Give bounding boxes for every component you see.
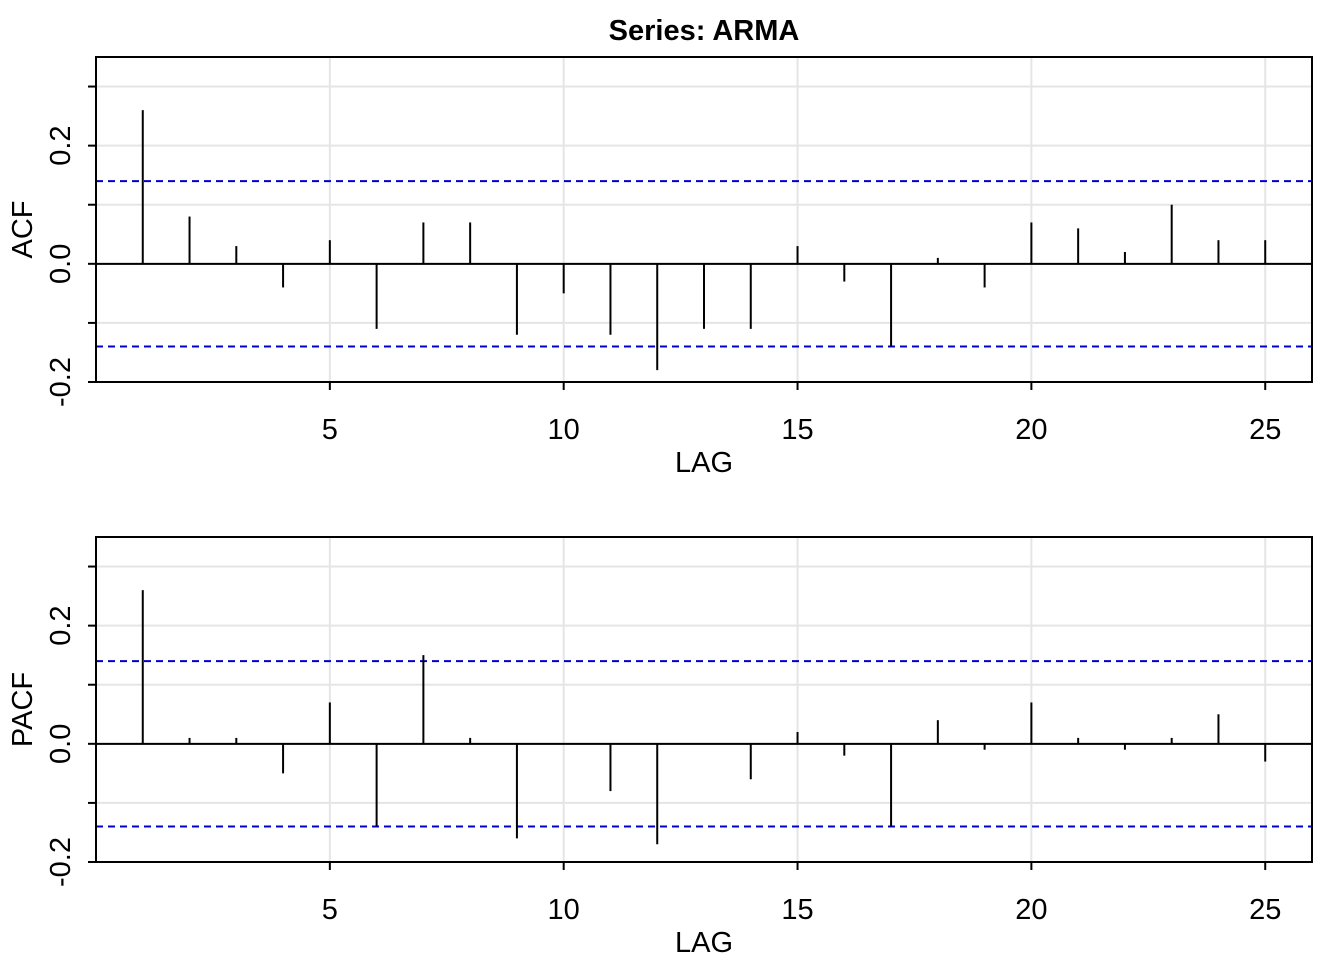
x-tick-label: 25	[1249, 414, 1281, 446]
x-tick-label: 20	[1015, 414, 1047, 446]
y-tick-label: 0.2	[45, 605, 77, 645]
x-tick-label: 25	[1249, 894, 1281, 926]
y-tick-label: 0.0	[45, 724, 77, 764]
x-tick-label: 10	[548, 414, 580, 446]
plot-frame	[95, 536, 1313, 863]
y-tick-label: -0.2	[45, 357, 77, 407]
x-tick-label: 5	[322, 894, 338, 926]
y-tick-label: -0.2	[45, 837, 77, 887]
chart-title: Series: ARMA	[609, 15, 800, 47]
acf-panel: 5 10 15 20 25 -0.2 0.0 0.2 LAG ACF	[7, 56, 1313, 479]
y-tick-label: 0.0	[45, 244, 77, 284]
x-tick-label: 10	[548, 894, 580, 926]
x-axis-label: LAG	[675, 927, 733, 959]
y-axis-label: PACF	[7, 672, 39, 747]
x-tick-label: 20	[1015, 894, 1047, 926]
y-tick-label: 0.2	[45, 125, 77, 165]
y-axis-label: ACF	[7, 201, 39, 259]
x-tick-label: 15	[781, 894, 813, 926]
x-tick-label: 15	[781, 414, 813, 446]
pacf-panel: 5 10 15 20 25 -0.2 0.0 0.2 LAG PACF	[7, 536, 1313, 959]
x-axis-label: LAG	[675, 447, 733, 479]
plot-frame	[95, 56, 1313, 383]
x-tick-label: 5	[322, 414, 338, 446]
